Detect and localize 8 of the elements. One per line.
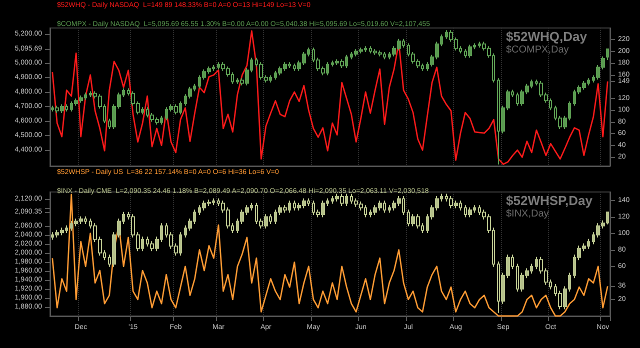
annotation: $COMPX,Day	[506, 44, 569, 56]
candlestick	[468, 44, 472, 58]
annotation: $INX,Day	[506, 208, 549, 220]
candlestick	[468, 206, 472, 218]
annotation: $52WHSP,Day	[506, 193, 594, 208]
annotation: $52WHQ,Day	[506, 29, 588, 44]
candlestick	[606, 48, 609, 61]
line-series	[52, 30, 608, 165]
